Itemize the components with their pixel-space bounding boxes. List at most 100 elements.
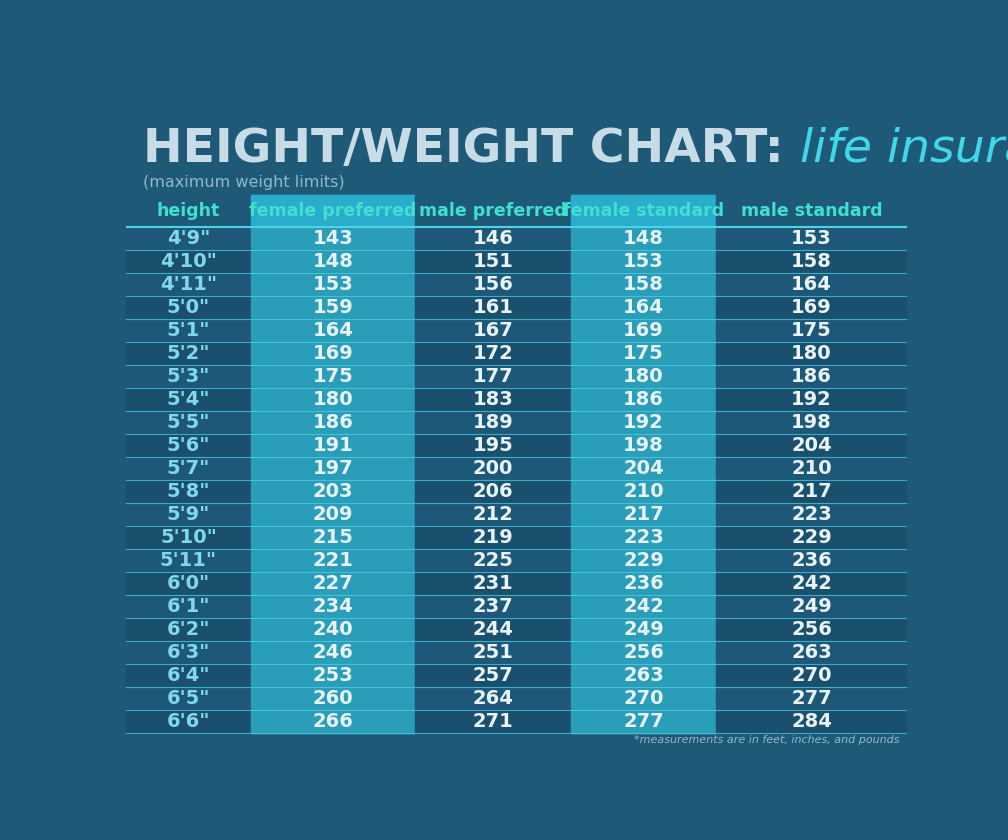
Bar <box>572 195 716 227</box>
Text: 210: 210 <box>623 482 664 501</box>
Bar <box>126 572 251 596</box>
Bar <box>716 457 907 480</box>
Text: 5'7": 5'7" <box>166 459 211 478</box>
Bar <box>251 296 415 319</box>
Text: 209: 209 <box>312 505 353 524</box>
Text: 237: 237 <box>473 597 513 617</box>
Bar <box>126 227 251 250</box>
Bar <box>415 250 572 273</box>
Bar <box>251 618 415 641</box>
Text: 153: 153 <box>791 229 832 248</box>
Text: 164: 164 <box>312 321 354 340</box>
Text: 236: 236 <box>623 575 664 593</box>
Bar <box>716 526 907 549</box>
Bar <box>716 342 907 365</box>
Bar <box>251 687 415 711</box>
Bar <box>415 296 572 319</box>
Text: (maximum weight limits): (maximum weight limits) <box>143 176 345 190</box>
Bar <box>126 711 251 733</box>
Bar <box>251 503 415 526</box>
Bar <box>415 687 572 711</box>
Bar <box>251 250 415 273</box>
Text: 146: 146 <box>473 229 514 248</box>
Text: 221: 221 <box>312 551 354 570</box>
Text: 175: 175 <box>791 321 832 340</box>
Bar <box>572 365 716 388</box>
Text: 203: 203 <box>312 482 353 501</box>
Bar <box>251 434 415 457</box>
Text: 6'4": 6'4" <box>166 666 211 685</box>
Bar <box>126 687 251 711</box>
Bar <box>126 319 251 342</box>
Text: 256: 256 <box>623 643 664 662</box>
Text: 263: 263 <box>623 666 664 685</box>
Bar <box>251 480 415 503</box>
Text: 284: 284 <box>791 712 832 732</box>
Text: 153: 153 <box>623 252 664 271</box>
Text: 186: 186 <box>791 367 832 386</box>
Text: 212: 212 <box>473 505 514 524</box>
Bar <box>415 664 572 687</box>
Text: 195: 195 <box>473 436 513 455</box>
Bar <box>251 342 415 365</box>
Text: 270: 270 <box>623 690 664 708</box>
Text: 271: 271 <box>473 712 513 732</box>
Text: 227: 227 <box>312 575 354 593</box>
Bar <box>415 388 572 411</box>
Text: 5'2": 5'2" <box>166 344 211 363</box>
Text: 156: 156 <box>473 275 514 294</box>
Bar <box>572 618 716 641</box>
Text: 172: 172 <box>473 344 513 363</box>
Bar <box>716 227 907 250</box>
Bar <box>716 195 907 227</box>
Text: 192: 192 <box>791 390 832 409</box>
Text: 229: 229 <box>791 528 832 547</box>
Bar <box>251 319 415 342</box>
Text: 6'2": 6'2" <box>166 620 211 639</box>
Text: 159: 159 <box>312 298 354 317</box>
Text: 277: 277 <box>791 690 832 708</box>
Bar <box>415 549 572 572</box>
Text: 229: 229 <box>623 551 664 570</box>
Bar <box>572 664 716 687</box>
Bar <box>415 434 572 457</box>
Bar <box>415 195 572 227</box>
Bar <box>415 411 572 434</box>
Text: 186: 186 <box>623 390 664 409</box>
Bar <box>716 664 907 687</box>
Text: 5'11": 5'11" <box>160 551 217 570</box>
Text: female standard: female standard <box>563 202 724 220</box>
Text: 249: 249 <box>791 597 832 617</box>
Text: 4'9": 4'9" <box>166 229 211 248</box>
Text: 148: 148 <box>312 252 354 271</box>
Bar <box>415 711 572 733</box>
Text: 200: 200 <box>473 459 513 478</box>
Bar <box>716 273 907 296</box>
Bar <box>251 227 415 250</box>
Text: 251: 251 <box>473 643 514 662</box>
Text: 148: 148 <box>623 229 664 248</box>
Text: 169: 169 <box>623 321 664 340</box>
Bar <box>126 618 251 641</box>
Bar <box>716 641 907 664</box>
Text: 158: 158 <box>623 275 664 294</box>
Text: 231: 231 <box>473 575 513 593</box>
Bar <box>126 641 251 664</box>
Bar <box>126 388 251 411</box>
Bar <box>251 273 415 296</box>
Bar <box>126 296 251 319</box>
Bar <box>572 227 716 250</box>
Bar <box>716 687 907 711</box>
Text: 169: 169 <box>312 344 354 363</box>
Bar <box>251 596 415 618</box>
Text: 198: 198 <box>623 436 664 455</box>
Text: 189: 189 <box>473 413 513 432</box>
Bar <box>415 641 572 664</box>
Bar <box>572 296 716 319</box>
Bar <box>716 596 907 618</box>
Text: 240: 240 <box>312 620 354 639</box>
Bar <box>251 195 415 733</box>
Text: 5'3": 5'3" <box>166 367 211 386</box>
Bar <box>251 411 415 434</box>
Bar <box>126 195 251 227</box>
